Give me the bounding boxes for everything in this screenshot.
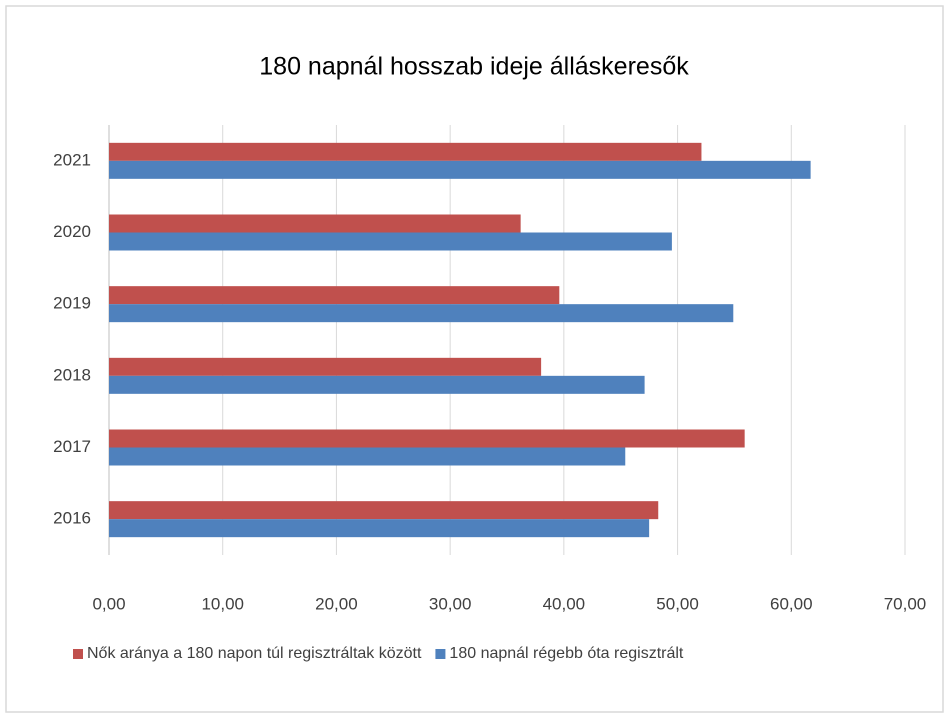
legend-swatch (435, 649, 446, 659)
bar (109, 286, 560, 305)
bar (109, 357, 542, 376)
x-tick-label: 20,00 (315, 594, 358, 613)
bar (109, 519, 650, 538)
bar (109, 375, 645, 394)
bar (109, 160, 811, 179)
x-tick-label: 0,00 (92, 594, 125, 613)
x-tick-label: 50,00 (656, 594, 699, 613)
y-tick-label: 2016 (53, 509, 91, 528)
bar (109, 501, 659, 520)
chart-title: 180 napnál hosszab ideje álláskeresők (259, 53, 689, 81)
bar (109, 214, 521, 233)
bar (109, 304, 734, 323)
x-tick-label: 40,00 (543, 594, 586, 613)
legend-swatch (73, 649, 83, 659)
x-tick-label: 30,00 (429, 594, 472, 613)
bar (109, 429, 745, 448)
legend-label: Nők aránya a 180 napon túl regisztráltak… (87, 645, 422, 662)
y-tick-label: 2021 (53, 150, 91, 169)
x-tick-label: 70,00 (884, 594, 927, 613)
y-tick-label: 2017 (53, 437, 91, 456)
bar (109, 232, 672, 251)
y-tick-label: 2020 (53, 222, 91, 241)
x-tick-label: 60,00 (770, 594, 813, 613)
x-tick-label: 10,00 (201, 594, 244, 613)
legend-label: 180 napnál régebb óta regisztrált (449, 645, 683, 662)
bar (109, 142, 702, 161)
y-tick-label: 2019 (53, 294, 91, 313)
y-tick-label: 2018 (53, 365, 91, 384)
bar (109, 447, 626, 466)
